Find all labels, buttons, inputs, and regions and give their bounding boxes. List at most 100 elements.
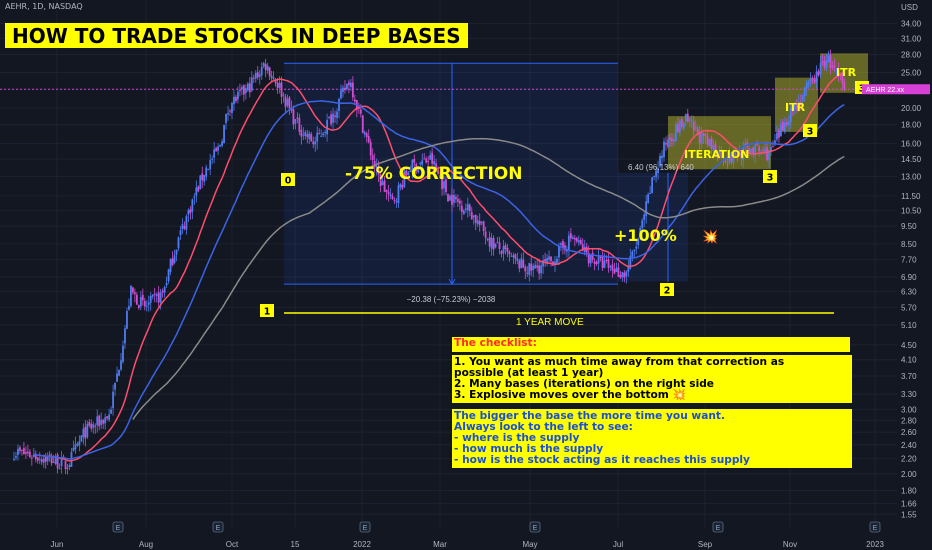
candle-body (710, 138, 713, 149)
price-tag (862, 84, 930, 95)
candle-body (778, 130, 780, 138)
candle-body (774, 140, 776, 145)
y-tick-label: 34.00 (901, 20, 922, 29)
candle-body (482, 221, 485, 232)
candle-body (799, 101, 802, 103)
y-tick-label: 18.00 (901, 121, 922, 130)
candle-body (70, 451, 73, 467)
candle-body (149, 296, 152, 303)
candle-body (768, 150, 770, 161)
candle-body (239, 90, 241, 92)
candle-body (133, 292, 136, 295)
candle-body (466, 204, 469, 211)
candle-body (66, 467, 69, 469)
candle-body (431, 152, 434, 164)
candle-body (357, 107, 360, 109)
candle-body (403, 171, 406, 187)
candle-body (556, 258, 558, 264)
candle-body (714, 144, 717, 155)
candle-body (223, 124, 225, 144)
candle-body (789, 107, 792, 122)
candle-body (676, 123, 679, 133)
candle-body (282, 94, 285, 96)
candle-body (348, 82, 350, 86)
candle-body (294, 119, 297, 124)
y-tick-label: 7.70 (901, 256, 917, 265)
step-marker-label: 1 (264, 307, 271, 318)
candle-body (34, 454, 37, 460)
candle-body (425, 158, 428, 163)
candle-body (742, 147, 745, 160)
x-tick-label: Oct (226, 540, 239, 549)
earnings-marker (112, 521, 124, 533)
candle-body (405, 170, 408, 175)
candle-body (286, 98, 289, 106)
y-tick-label: 2.60 (901, 428, 917, 437)
y-tick-label: 4.50 (901, 341, 917, 350)
bigger-base-line: The bigger the base the more time you wa… (454, 410, 725, 422)
candle-body (237, 91, 239, 100)
y-tick-label: 1.66 (901, 499, 917, 508)
candle-body (692, 121, 695, 131)
candle-body (258, 74, 261, 77)
candle-body (437, 169, 439, 174)
candle-body (468, 204, 471, 212)
candle-body (24, 451, 27, 454)
candle-body (500, 251, 503, 255)
candle-body (56, 454, 59, 469)
candle-body (674, 124, 677, 142)
candle-body (278, 82, 281, 88)
y-tick-label: 2.40 (901, 441, 917, 450)
candle-body (447, 194, 449, 202)
candle-body (225, 113, 227, 124)
candle-body (112, 391, 114, 409)
candle-body (760, 151, 763, 153)
candle-body (100, 419, 103, 425)
candle-body (23, 448, 25, 454)
candle-body (512, 255, 515, 258)
candle-body (385, 189, 388, 192)
bigger-base-line: Always look to the left to see: (454, 421, 633, 433)
candle-body (490, 237, 493, 249)
candle-body (567, 235, 570, 251)
candle-body (346, 84, 348, 90)
candle-body (813, 79, 816, 83)
candle-body (601, 256, 604, 268)
candle-body (453, 195, 455, 203)
candle-body (480, 221, 483, 224)
candle-body (827, 55, 830, 63)
candle-body (530, 263, 533, 271)
candle-body (320, 135, 323, 137)
range-arrow-head (448, 278, 456, 286)
candle-body (569, 233, 572, 239)
y-tick-label: 1.80 (901, 487, 917, 496)
candle-body (421, 160, 424, 165)
candle-body (44, 456, 47, 462)
candle-body (706, 135, 709, 146)
itr-label: ITR (836, 66, 857, 79)
candle-body (151, 294, 154, 297)
candle-body (183, 226, 186, 229)
candle-body (815, 71, 818, 82)
candle-body (128, 306, 130, 310)
candle-body (252, 77, 255, 79)
candle-body (639, 228, 642, 238)
candle-body (752, 147, 755, 155)
earnings-marker (212, 521, 224, 533)
candle-body (185, 216, 188, 230)
candle-body (88, 422, 91, 426)
candle-body (550, 256, 552, 262)
candle-body (201, 173, 204, 181)
candle-body (264, 63, 267, 71)
candle-body (86, 423, 89, 438)
candle-body (807, 82, 810, 85)
candle-body (811, 78, 814, 80)
candle-body (738, 150, 741, 157)
candle-body (330, 114, 332, 125)
y-tick-label: 3.70 (901, 372, 917, 381)
candle-body (74, 444, 77, 450)
candle-body (797, 101, 800, 109)
candle-body (312, 141, 315, 145)
candle-body (371, 155, 374, 161)
